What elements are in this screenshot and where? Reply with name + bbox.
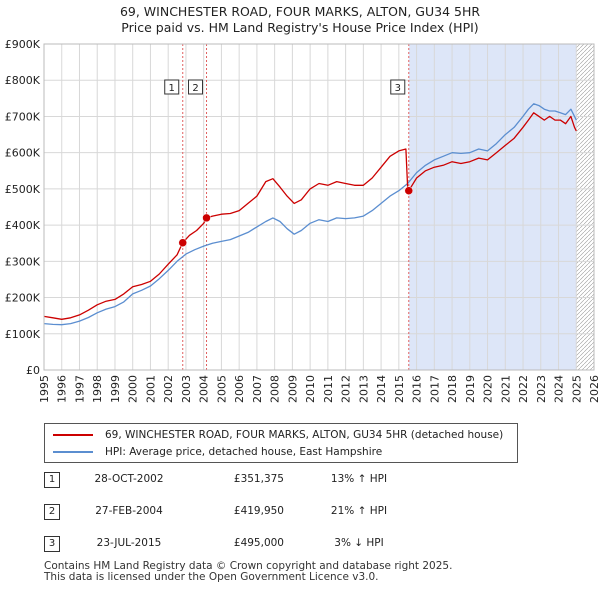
legend-item-price: 69, WINCHESTER ROAD, FOUR MARKS, ALTON, … [53, 427, 503, 443]
legend: 69, WINCHESTER ROAD, FOUR MARKS, ALTON, … [44, 423, 518, 463]
x-tick-label: 2012 [340, 375, 353, 403]
x-tick-label: 2002 [162, 375, 175, 403]
sale-point [404, 186, 414, 195]
x-tick-label: 2024 [553, 375, 566, 403]
table-row: 1 28-OCT-2002 £351,375 13% ↑ HPI [44, 472, 484, 490]
sale-price: £419,950 [233, 505, 284, 517]
sale-price: £495,000 [233, 537, 284, 549]
sale-number-badge: 3 [44, 536, 60, 552]
x-tick-label: 2021 [499, 375, 512, 403]
footer-line2: This data is licensed under the Open Gov… [44, 571, 379, 583]
sale-marker-box [188, 79, 204, 95]
sale-marker-box [390, 79, 406, 95]
x-tick-label: 2010 [304, 375, 317, 403]
x-tick-label: 1999 [109, 375, 122, 403]
y-tick-label: £500K [5, 183, 41, 196]
x-tick-label: 1996 [56, 375, 69, 403]
x-tick-label: 2008 [269, 375, 282, 403]
post-sale-shaded-region [408, 44, 577, 370]
sale-marker-number: 1 [169, 83, 175, 94]
x-tick-label: 2009 [286, 375, 299, 403]
sale-hpi-change: 21% ↑ HPI [330, 505, 388, 517]
sale-date: 27-FEB-2004 [95, 505, 163, 517]
sale-date: 28-OCT-2002 [94, 473, 164, 485]
chart-title: 69, WINCHESTER ROAD, FOUR MARKS, ALTON, … [0, 4, 600, 36]
footer-line1: Contains HM Land Registry data © Crown c… [44, 560, 453, 572]
forecast-hatched-region [576, 44, 594, 370]
x-tick-label: 2006 [233, 375, 246, 403]
y-tick-label: £800K [5, 74, 41, 87]
x-tick-label: 1997 [73, 375, 86, 403]
sale-hpi-change: 13% ↑ HPI [330, 473, 388, 485]
x-tick-label: 2003 [180, 375, 193, 403]
sale-number-badge: 1 [44, 472, 60, 488]
hpi-line [43, 103, 577, 326]
legend-label-hpi: HPI: Average price, detached house, East… [105, 446, 383, 458]
x-tick-label: 2025 [570, 375, 583, 403]
y-tick-label: £0 [26, 364, 40, 377]
legend-label-price: 69, WINCHESTER ROAD, FOUR MARKS, ALTON, … [105, 429, 504, 441]
y-tick-label: £100K [5, 328, 41, 341]
sale-point [178, 238, 187, 247]
price-chart: 1 2 3 £0 £100K £200K £300K £400K £500K £600K £700… [5, 38, 600, 403]
sale-date: 23-JUL-2015 [96, 537, 162, 549]
x-tick-label: 2023 [535, 375, 548, 403]
footer-attribution: Contains HM Land Registry data © Crown c… [44, 561, 452, 583]
x-tick-label: 2018 [446, 375, 459, 403]
x-tick-label: 1998 [91, 375, 104, 403]
x-tick-label: 2016 [411, 375, 424, 403]
x-tick-label: 2019 [464, 375, 477, 403]
chart-title-line2: Price paid vs. HM Land Registry's House … [121, 20, 479, 35]
y-tick-label: £600K [5, 147, 41, 160]
plot-border [43, 43, 595, 371]
x-tick-label: 2004 [198, 375, 211, 403]
y-tick-label: £400K [5, 219, 41, 232]
x-tick-label: 2017 [428, 375, 441, 403]
y-tick-label: £300K [5, 255, 41, 268]
sale-marker-number: 3 [395, 83, 401, 94]
x-tick-label: 1995 [38, 375, 51, 403]
x-tick-label: 2022 [517, 375, 530, 403]
x-tick-label: 2011 [322, 375, 335, 403]
x-tick-label: 2000 [127, 375, 140, 403]
legend-swatch-hpi [53, 451, 93, 453]
sale-number-badge: 2 [44, 504, 60, 520]
sale-marker-box [164, 79, 180, 95]
y-tick-label: £200K [5, 292, 41, 305]
x-tick-label: 2014 [375, 375, 388, 403]
x-tick-label: 2015 [393, 375, 406, 403]
y-tick-label: £700K [5, 110, 41, 123]
chart-title-line1: 69, WINCHESTER ROAD, FOUR MARKS, ALTON, … [119, 4, 481, 19]
sale-hpi-change: 3% ↓ HPI [334, 537, 384, 549]
x-tick-label: 2005 [215, 375, 228, 403]
legend-swatch-price [53, 434, 93, 436]
sale-marker-number: 2 [192, 83, 198, 94]
x-tick-label: 2026 [588, 375, 600, 403]
x-tick-label: 2007 [251, 375, 264, 403]
y-tick-label: £900K [5, 38, 41, 51]
x-tick-label: 2001 [144, 375, 157, 403]
legend-item-hpi: HPI: Average price, detached house, East… [53, 444, 382, 460]
x-tick-label: 2020 [482, 375, 495, 403]
table-row: 2 27-FEB-2004 £419,950 21% ↑ HPI [44, 504, 484, 522]
sale-point [202, 213, 211, 223]
table-row: 3 23-JUL-2015 £495,000 3% ↓ HPI [44, 536, 484, 554]
price-paid-line [43, 112, 577, 320]
sale-price: £351,375 [233, 473, 284, 485]
x-tick-label: 2013 [357, 375, 370, 403]
